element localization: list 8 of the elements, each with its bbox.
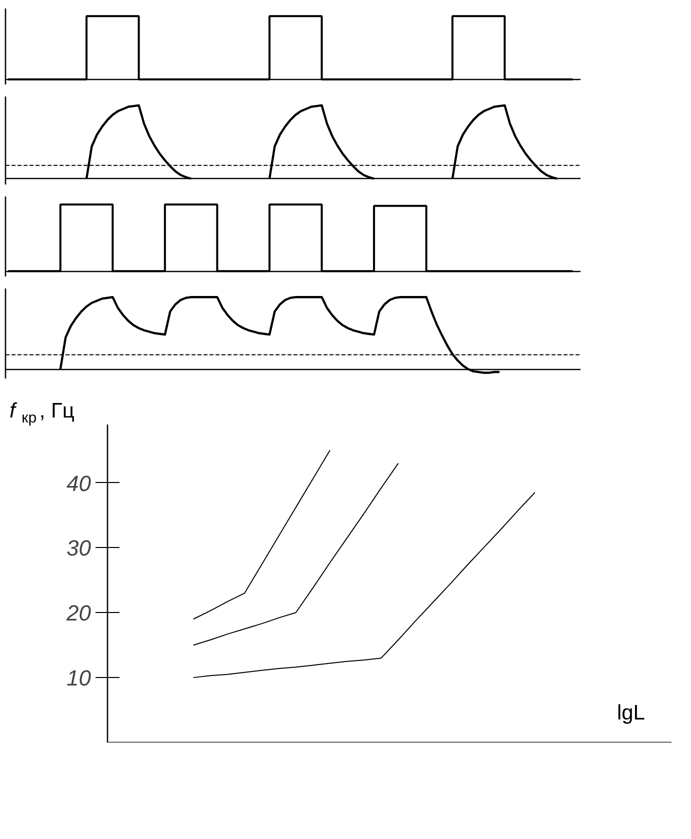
line-series	[192, 450, 330, 620]
y-tick-label: 40	[66, 470, 92, 496]
line-series	[192, 462, 399, 646]
y-tick-label: 30	[66, 536, 92, 561]
x-axis-title: lgL	[616, 702, 645, 724]
line-series	[192, 492, 536, 678]
y-tick-label: 10	[66, 666, 92, 691]
y-tick-label: 20	[65, 600, 92, 626]
